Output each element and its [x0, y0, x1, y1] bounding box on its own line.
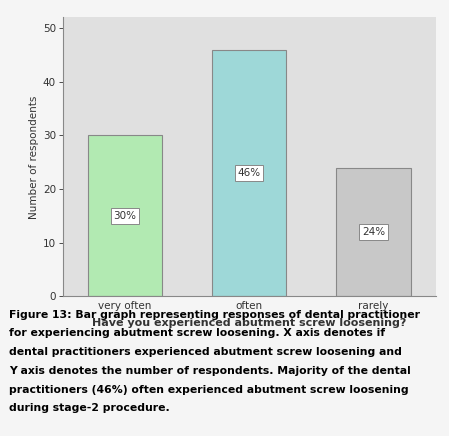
X-axis label: Have you experienced abutment screw loosening?: Have you experienced abutment screw loos… — [92, 317, 406, 327]
Text: 24%: 24% — [362, 227, 385, 237]
Text: during stage-2 procedure.: during stage-2 procedure. — [9, 403, 170, 413]
Text: Figure 13: Bar graph representing responses of dental practitioner: Figure 13: Bar graph representing respon… — [9, 310, 420, 320]
Text: dental practitioners experienced abutment screw loosening and: dental practitioners experienced abutmen… — [9, 347, 402, 357]
Text: 30%: 30% — [114, 211, 136, 221]
Y-axis label: Number of respondents: Number of respondents — [29, 95, 39, 218]
Text: 46%: 46% — [238, 168, 261, 178]
Bar — [212, 50, 286, 296]
Text: Y axis denotes the number of respondents. Majority of the dental: Y axis denotes the number of respondents… — [9, 366, 411, 376]
Text: for experiencing abutment screw loosening. X axis denotes if: for experiencing abutment screw loosenin… — [9, 328, 385, 338]
Bar — [336, 168, 411, 296]
Text: practitioners (46%) often experienced abutment screw loosening: practitioners (46%) often experienced ab… — [9, 385, 409, 395]
Bar — [88, 136, 162, 296]
